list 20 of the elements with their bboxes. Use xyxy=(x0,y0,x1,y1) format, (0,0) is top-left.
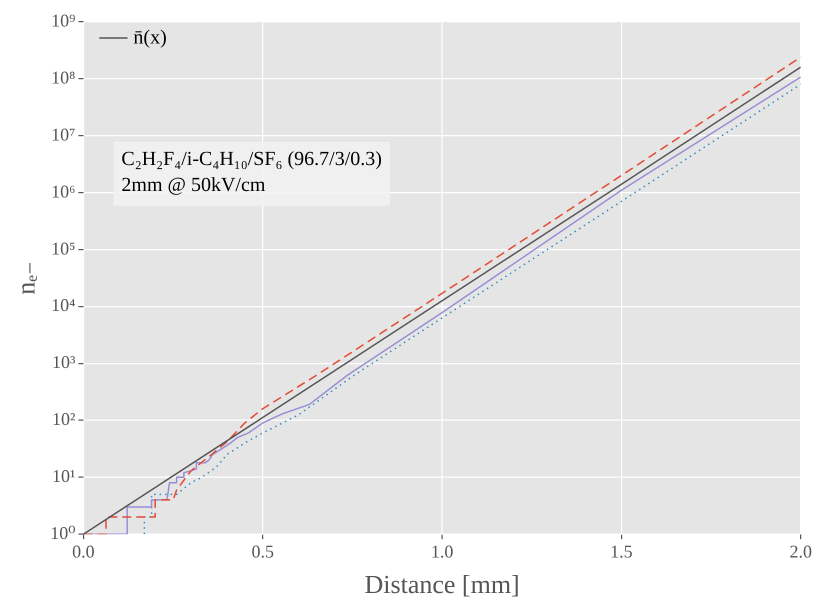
y-tick-label: 10³ xyxy=(52,352,76,372)
x-tick-label: 0.5 xyxy=(252,542,274,562)
y-tick-label: 10⁰ xyxy=(50,522,76,543)
y-axis-title: nₑ₋ xyxy=(11,261,40,295)
y-tick-label: 10² xyxy=(52,409,76,430)
x-tick-label: 1.0 xyxy=(430,542,454,562)
y-tick-label: 10⁸ xyxy=(51,67,76,88)
annotation: 2mm @ 50kV/cm xyxy=(121,174,266,196)
x-axis-title: Distance [mm] xyxy=(364,570,520,600)
legend-label: n̄(x) xyxy=(133,26,167,48)
y-tick-label: 10⁴ xyxy=(51,295,76,316)
x-tick-label: 0.0 xyxy=(72,542,95,562)
y-tick-label: 10⁷ xyxy=(51,124,76,144)
x-tick-label: 1.5 xyxy=(610,542,633,562)
annotation: C₂H₂F₄/i-C₄H₁₀/SF₆ (96.7/3/0.3) xyxy=(121,148,382,170)
y-tick-label: 10⁶ xyxy=(51,181,76,202)
y-tick-label: 10¹ xyxy=(52,466,76,486)
y-tick-label: 10⁹ xyxy=(51,10,76,31)
y-tick-label: 10⁵ xyxy=(51,238,76,258)
x-tick-label: 2.0 xyxy=(790,542,812,562)
